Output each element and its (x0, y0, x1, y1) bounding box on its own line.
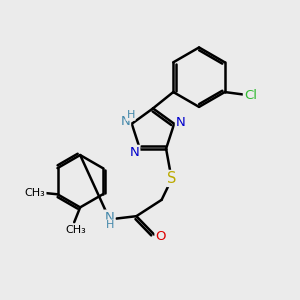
Text: S: S (167, 171, 176, 186)
Text: N: N (176, 116, 186, 129)
Text: N: N (130, 146, 140, 159)
Text: H: H (105, 220, 114, 230)
Text: N: N (120, 115, 130, 128)
Text: O: O (155, 230, 166, 244)
Text: H: H (126, 110, 135, 120)
Text: CH₃: CH₃ (65, 225, 86, 235)
Text: CH₃: CH₃ (25, 188, 46, 198)
Text: N: N (105, 211, 115, 224)
Text: Cl: Cl (244, 89, 257, 102)
